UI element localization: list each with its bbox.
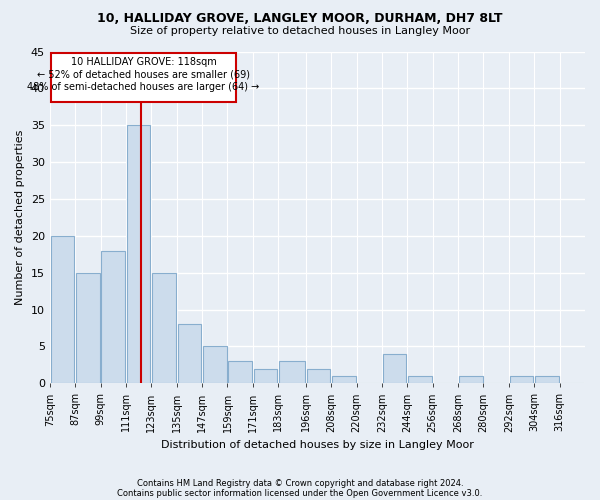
Text: 10 HALLIDAY GROVE: 118sqm: 10 HALLIDAY GROVE: 118sqm bbox=[71, 56, 216, 66]
Bar bbox=[203, 346, 227, 384]
Bar bbox=[459, 376, 482, 384]
Bar bbox=[307, 368, 331, 384]
Bar bbox=[254, 368, 277, 384]
Bar bbox=[383, 354, 406, 384]
Bar bbox=[101, 250, 125, 384]
Text: ← 52% of detached houses are smaller (69): ← 52% of detached houses are smaller (69… bbox=[37, 69, 250, 79]
Text: Size of property relative to detached houses in Langley Moor: Size of property relative to detached ho… bbox=[130, 26, 470, 36]
Bar bbox=[332, 376, 356, 384]
Y-axis label: Number of detached properties: Number of detached properties bbox=[15, 130, 25, 305]
X-axis label: Distribution of detached houses by size in Langley Moor: Distribution of detached houses by size … bbox=[161, 440, 474, 450]
Text: Contains HM Land Registry data © Crown copyright and database right 2024.: Contains HM Land Registry data © Crown c… bbox=[137, 478, 463, 488]
Bar bbox=[535, 376, 559, 384]
Bar bbox=[76, 272, 100, 384]
Bar bbox=[229, 361, 252, 384]
Bar bbox=[152, 272, 176, 384]
Bar bbox=[178, 324, 201, 384]
Text: Contains public sector information licensed under the Open Government Licence v3: Contains public sector information licen… bbox=[118, 488, 482, 498]
Bar bbox=[279, 361, 305, 384]
Bar bbox=[127, 125, 151, 384]
Text: 10, HALLIDAY GROVE, LANGLEY MOOR, DURHAM, DH7 8LT: 10, HALLIDAY GROVE, LANGLEY MOOR, DURHAM… bbox=[97, 12, 503, 26]
Bar bbox=[51, 53, 236, 102]
Bar bbox=[509, 376, 533, 384]
Bar bbox=[50, 236, 74, 384]
Bar bbox=[408, 376, 432, 384]
Text: 48% of semi-detached houses are larger (64) →: 48% of semi-detached houses are larger (… bbox=[27, 82, 260, 92]
